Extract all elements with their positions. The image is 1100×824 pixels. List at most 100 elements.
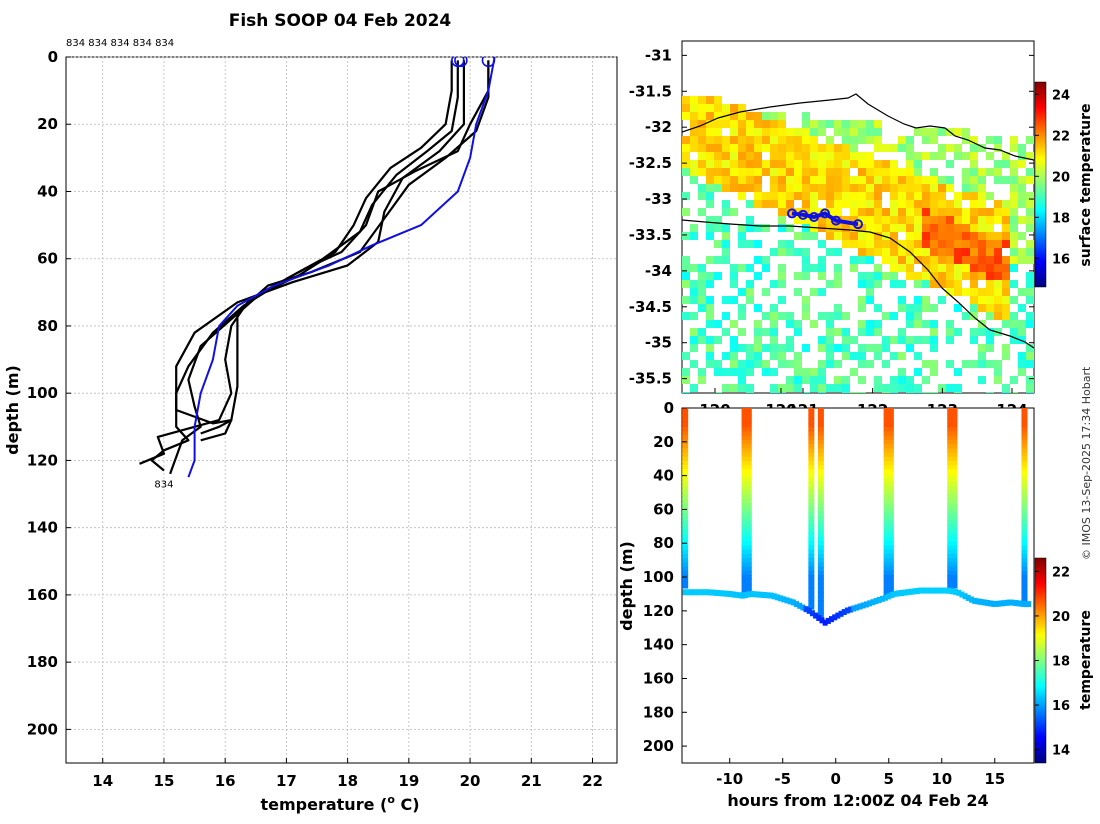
section-cast-point <box>951 473 958 479</box>
map-sst-cell <box>922 128 930 136</box>
map-sst-cell <box>986 192 994 200</box>
map-sst-cell <box>770 128 778 136</box>
map-sst-cell <box>794 248 802 256</box>
section-cast-point <box>883 528 890 534</box>
map-sst-cell <box>826 120 834 128</box>
section-cast-point <box>951 444 958 450</box>
map-sst-cell <box>1018 256 1026 264</box>
map-sst-cell <box>842 232 850 240</box>
map-sst-cell <box>938 128 946 136</box>
map-sst-cell <box>818 240 826 248</box>
map-sst-cell <box>1002 208 1010 216</box>
section-cast-point <box>745 532 752 538</box>
map-sst-cell <box>826 384 834 392</box>
map-sst-cell <box>930 272 938 280</box>
map-sst-cell <box>818 152 826 160</box>
section-x-tick-label: 5 <box>884 770 894 788</box>
section-cast-point <box>745 477 752 483</box>
profile-x-tick-label: 15 <box>154 772 175 790</box>
map-sst-cell <box>914 240 922 248</box>
section-cast-point <box>741 541 748 547</box>
section-bottom-point <box>714 589 720 596</box>
section-cast-point <box>887 575 894 581</box>
section-cast-point <box>808 562 815 568</box>
section-cast-point <box>887 520 894 526</box>
section-y-tick-label: 0 <box>664 399 674 417</box>
map-sst-cell <box>874 376 882 384</box>
map-sst-cell <box>898 144 906 152</box>
section-cast-point <box>808 503 815 509</box>
map-sst-cell <box>834 232 842 240</box>
map-sst-cell <box>818 288 826 296</box>
map-sst-cell <box>890 168 898 176</box>
section-y-label: depth (m) <box>617 541 636 631</box>
section-cast-point <box>817 575 824 581</box>
map-sst-cell <box>1010 320 1018 328</box>
map-sst-cell <box>954 328 962 336</box>
map-sst-cell <box>858 344 866 352</box>
map-sst-cell <box>962 240 970 248</box>
map-sst-cell <box>850 200 858 208</box>
map-sst-cell <box>994 288 1002 296</box>
section-cast-point <box>947 418 954 424</box>
section-cast-point <box>883 524 890 530</box>
map-sst-cell <box>978 192 986 200</box>
map-sst-cell <box>930 248 938 256</box>
map-sst-cell <box>850 224 858 232</box>
map-sst-cell <box>818 168 826 176</box>
map-sst-cell <box>1026 320 1034 328</box>
map-sst-cell <box>834 184 842 192</box>
section-cast-point <box>887 498 894 504</box>
map-sst-cell <box>690 104 698 112</box>
profile-axes-frame <box>65 56 618 764</box>
profile-x-tick-label: 17 <box>276 772 297 790</box>
map-sst-cell <box>778 312 786 320</box>
map-sst-cell <box>834 280 842 288</box>
map-sst-cell <box>850 176 858 184</box>
map-sst-cell <box>794 128 802 136</box>
map-sst-cell <box>938 216 946 224</box>
map-sst-cell <box>738 128 746 136</box>
section-cast-point <box>947 460 954 466</box>
section-cast-point <box>817 566 824 572</box>
map-sst-cell <box>858 304 866 312</box>
section-cast-point <box>817 490 824 496</box>
map-y-tick-label: -34.5 <box>629 298 672 316</box>
map-sst-cell <box>762 192 770 200</box>
profile-y-tick-label: 120 <box>27 451 58 469</box>
map-sst-cell <box>826 336 834 344</box>
section-cast-point <box>817 452 824 458</box>
profile-ticks: 14 15 16 17 18 19 20 21 220204060801001201401601… <box>27 48 603 790</box>
map-sst-cell <box>778 128 786 136</box>
map-sst-cell <box>1002 152 1010 160</box>
section-cast-point <box>947 408 954 411</box>
map-sst-cell <box>994 136 1002 144</box>
section-cast-point <box>682 503 689 509</box>
section-cast-point <box>741 473 748 479</box>
map-sst-cell <box>706 104 714 112</box>
section-cast-point <box>951 494 958 500</box>
section-bottom-point <box>863 601 869 608</box>
section-cast-point <box>1021 553 1028 559</box>
map-sst-cell <box>842 200 850 208</box>
map-sst-cell <box>1026 360 1034 368</box>
map-sst-cell <box>842 312 850 320</box>
map-sst-cell <box>986 328 994 336</box>
map-sst-cell <box>858 248 866 256</box>
map-sst-cell <box>906 376 914 384</box>
section-cast-point <box>947 520 954 526</box>
map-sst-cell <box>786 240 794 248</box>
section-cast-point <box>947 583 954 589</box>
map-sst-cell <box>762 112 770 120</box>
section-cast-point <box>887 444 894 450</box>
map-sst-cell <box>994 144 1002 152</box>
map-sst-cell <box>866 360 874 368</box>
section-bottom-point <box>685 589 691 596</box>
section-cast-point <box>883 537 890 543</box>
map-sst-cell <box>802 120 810 128</box>
map-sst-cell <box>690 120 698 128</box>
map-sst-cell <box>986 312 994 320</box>
map-sst-cell <box>802 264 810 272</box>
map-sst-cell <box>850 352 858 360</box>
map-sst-cell <box>690 384 698 392</box>
